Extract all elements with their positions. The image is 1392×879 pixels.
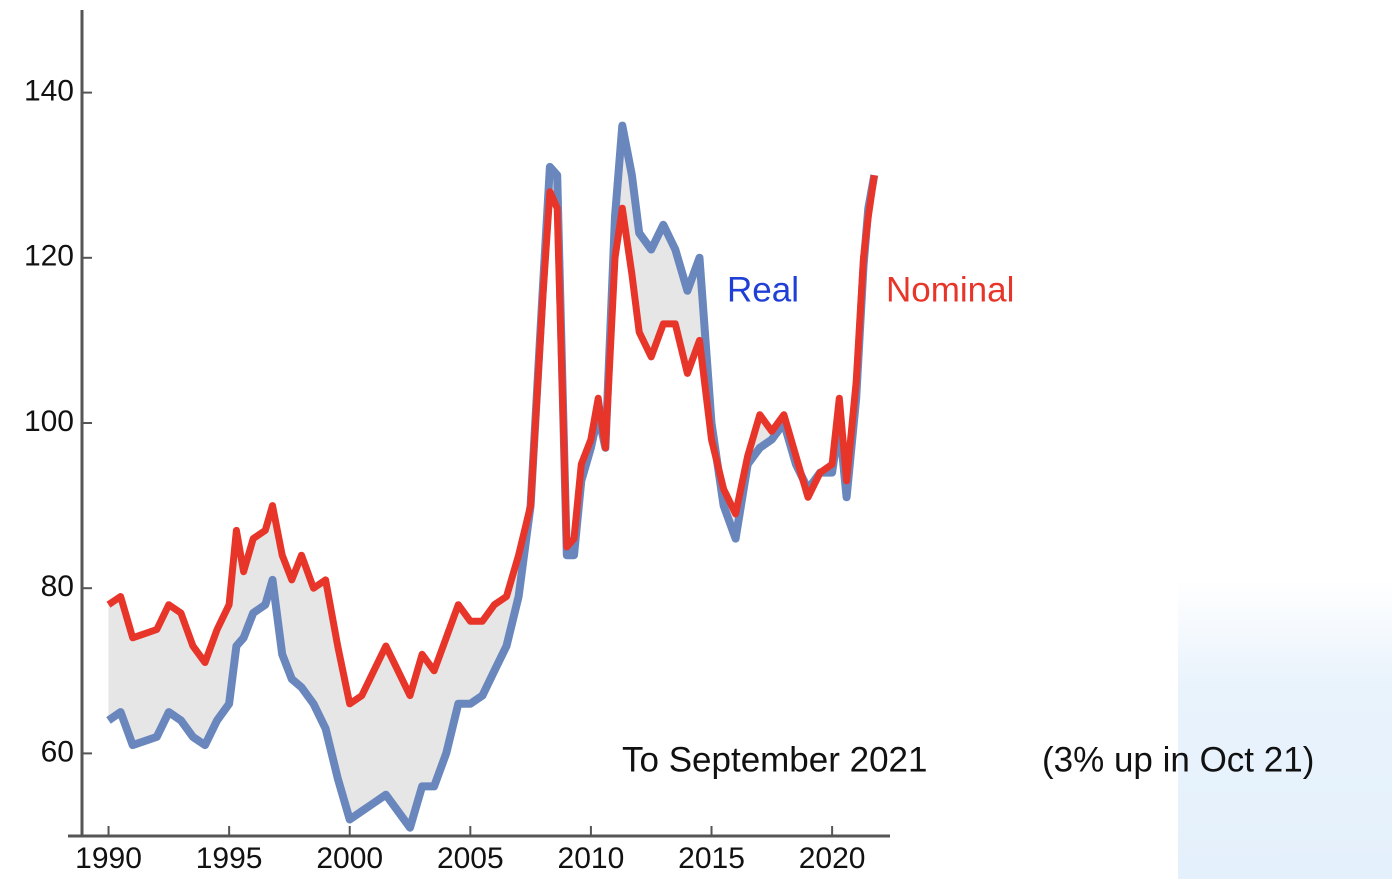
x-tick-label: 1990 bbox=[75, 842, 142, 875]
y-tick-label: 140 bbox=[24, 75, 74, 108]
y-tick-label: 120 bbox=[24, 240, 74, 273]
annotation-real: Real bbox=[727, 270, 799, 309]
x-tick-label: 2010 bbox=[558, 842, 625, 875]
x-tick-label: 1995 bbox=[196, 842, 263, 875]
annotation: (3% up in Oct 21) bbox=[1042, 740, 1314, 779]
y-tick-label: 80 bbox=[41, 570, 74, 603]
y-tick-label: 100 bbox=[24, 405, 74, 438]
x-tick-label: 2005 bbox=[437, 842, 504, 875]
band-group bbox=[108, 125, 875, 828]
background-corner bbox=[1178, 580, 1392, 879]
x-tick-label: 2015 bbox=[678, 842, 745, 875]
series-line bbox=[106, 174, 878, 708]
lines-group bbox=[106, 121, 879, 832]
x-tick-label: 2000 bbox=[316, 842, 383, 875]
series-line bbox=[106, 121, 879, 832]
y-tick-label: 60 bbox=[41, 735, 74, 768]
band-fill bbox=[108, 125, 875, 828]
annotation-nominal: Nominal bbox=[886, 270, 1014, 309]
x-tick-label: 2020 bbox=[799, 842, 866, 875]
annotation: To September 2021 bbox=[622, 740, 927, 779]
